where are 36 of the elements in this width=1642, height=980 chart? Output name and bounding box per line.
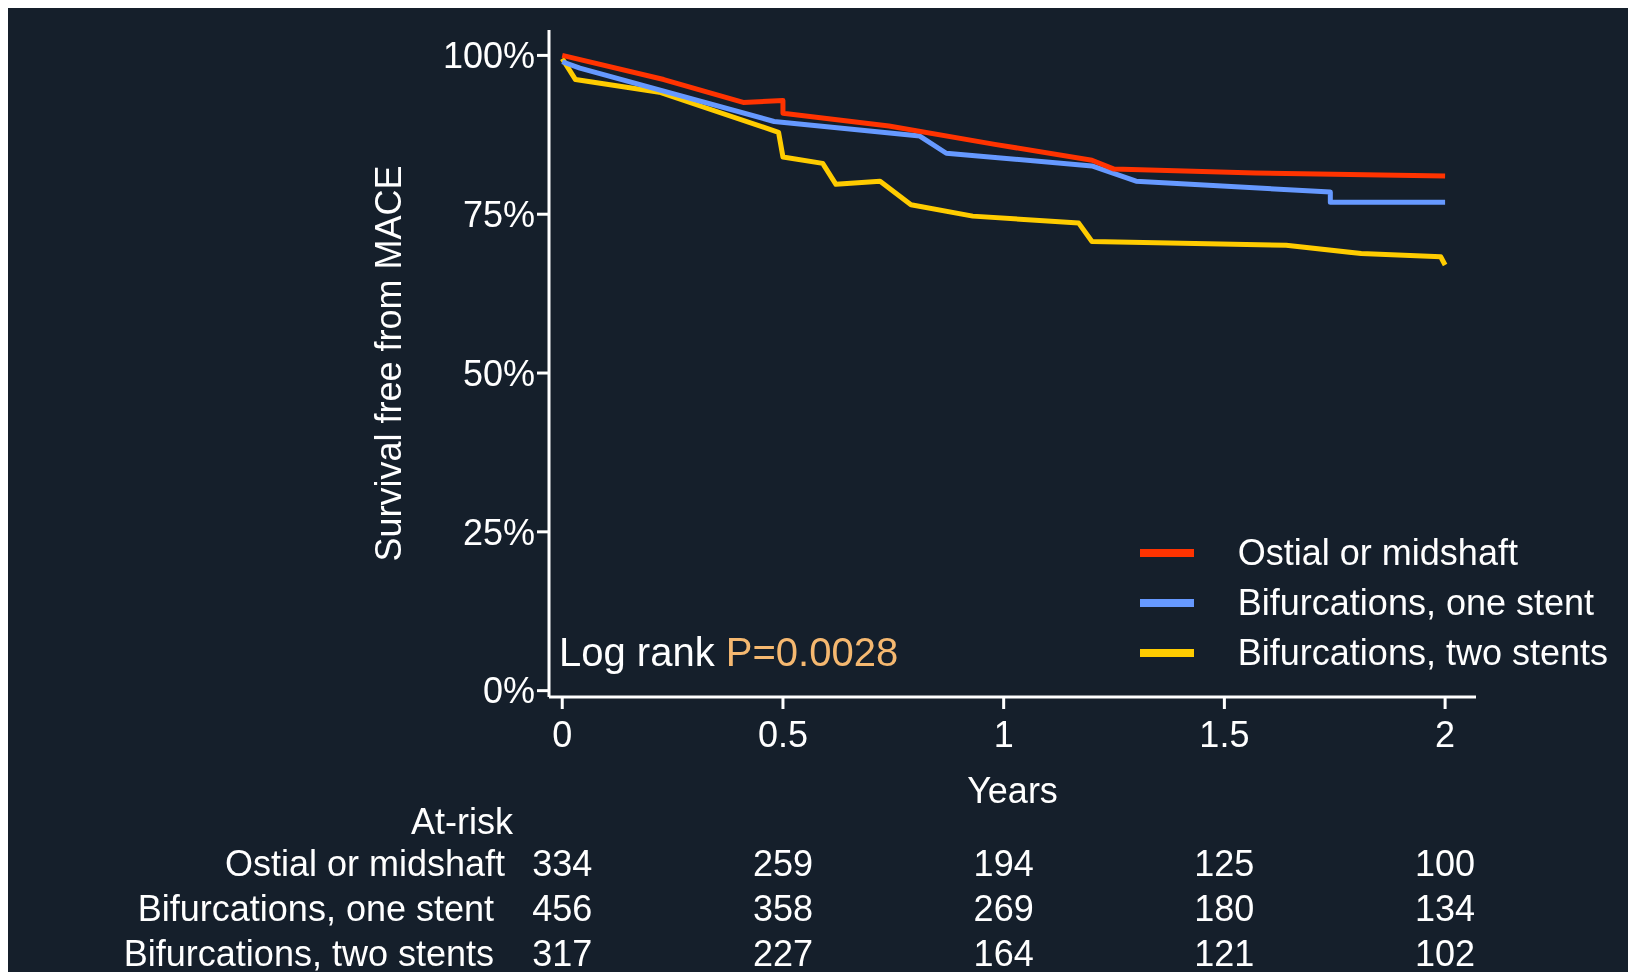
y-tick-label: 75% <box>462 194 535 235</box>
legend-label: Bifurcations, one stent <box>1237 582 1595 624</box>
text: 456 <box>531 888 594 930</box>
y-tick-label: 50% <box>462 352 535 394</box>
x-tick-label: 1.5 <box>1199 713 1250 755</box>
y-tick-label: 25% <box>462 511 535 553</box>
text: 125 <box>1193 843 1256 885</box>
x-axis-title: Years <box>967 770 1058 811</box>
y-tick-label: 100% <box>442 35 535 77</box>
text: 121 <box>1193 933 1256 975</box>
y-axis-title: Survival free from MACE <box>367 165 409 562</box>
text: Ostial or midshaft <box>223 843 505 885</box>
text: 227 <box>751 933 814 975</box>
text: 317 <box>531 933 594 975</box>
annotation: P=0.0028 <box>725 630 899 674</box>
text: 334 <box>532 843 593 884</box>
text: 194 <box>972 843 1035 885</box>
text: 100 <box>1414 843 1477 885</box>
x-tick-label: 0 <box>552 713 573 755</box>
x-tick-label: 2 <box>1435 713 1456 755</box>
text: 180 <box>1193 888 1256 930</box>
y-tick-label: 0% <box>482 670 535 712</box>
text: 134 <box>1414 888 1477 930</box>
text: At-risk <box>410 801 513 843</box>
legend-label: Ostial or midshaft <box>1237 532 1518 574</box>
x-tick-label: 1 <box>993 713 1014 755</box>
text: 269 <box>972 888 1035 930</box>
annotation: Log rank <box>559 630 716 674</box>
text: Bifurcations, two stents <box>122 933 494 975</box>
text: 358 <box>751 888 814 930</box>
text: 164 <box>972 933 1035 975</box>
text: 102 <box>1414 933 1477 975</box>
x-tick-label: 0.5 <box>757 713 808 755</box>
text: 259 <box>751 843 814 885</box>
text: Bifurcations, one stent <box>136 888 494 930</box>
legend-label: Bifurcations, two stents <box>1237 632 1608 674</box>
